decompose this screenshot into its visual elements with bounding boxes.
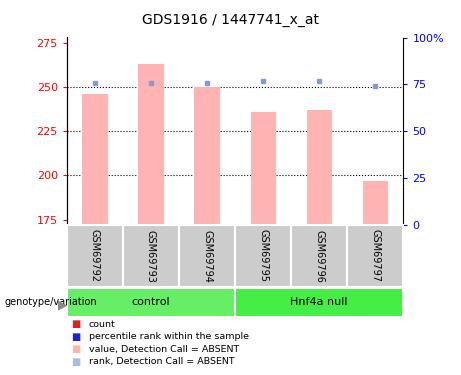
Bar [235, 288, 403, 317]
Text: ■: ■ [71, 344, 81, 354]
Bar [67, 288, 235, 317]
Text: value, Detection Call = ABSENT: value, Detection Call = ABSENT [89, 345, 239, 354]
Text: GSM69794: GSM69794 [202, 230, 212, 282]
Text: percentile rank within the sample: percentile rank within the sample [89, 332, 249, 341]
Text: ■: ■ [71, 320, 81, 329]
Bar [67, 225, 123, 287]
Text: GSM69796: GSM69796 [314, 230, 324, 282]
Text: rank, Detection Call = ABSENT: rank, Detection Call = ABSENT [89, 357, 235, 366]
Bar [123, 225, 179, 287]
Bar [82, 94, 107, 225]
Bar [179, 225, 235, 287]
Bar [307, 110, 332, 225]
Bar [195, 87, 220, 225]
Bar [291, 225, 347, 287]
Text: control: control [132, 297, 170, 307]
Text: ■: ■ [71, 332, 81, 342]
Text: genotype/variation: genotype/variation [5, 297, 97, 307]
Bar [235, 225, 291, 287]
Bar [347, 225, 403, 287]
Text: ■: ■ [71, 357, 81, 366]
Text: GSM69797: GSM69797 [370, 230, 380, 282]
Text: GDS1916 / 1447741_x_at: GDS1916 / 1447741_x_at [142, 13, 319, 27]
Text: count: count [89, 320, 116, 329]
Bar [250, 112, 276, 225]
Bar [363, 181, 388, 225]
Text: GSM69792: GSM69792 [90, 230, 100, 282]
Text: Hnf4a null: Hnf4a null [290, 297, 348, 307]
Bar [138, 64, 164, 225]
Text: GSM69795: GSM69795 [258, 230, 268, 282]
Text: GSM69793: GSM69793 [146, 230, 156, 282]
Text: ▶: ▶ [58, 298, 67, 311]
